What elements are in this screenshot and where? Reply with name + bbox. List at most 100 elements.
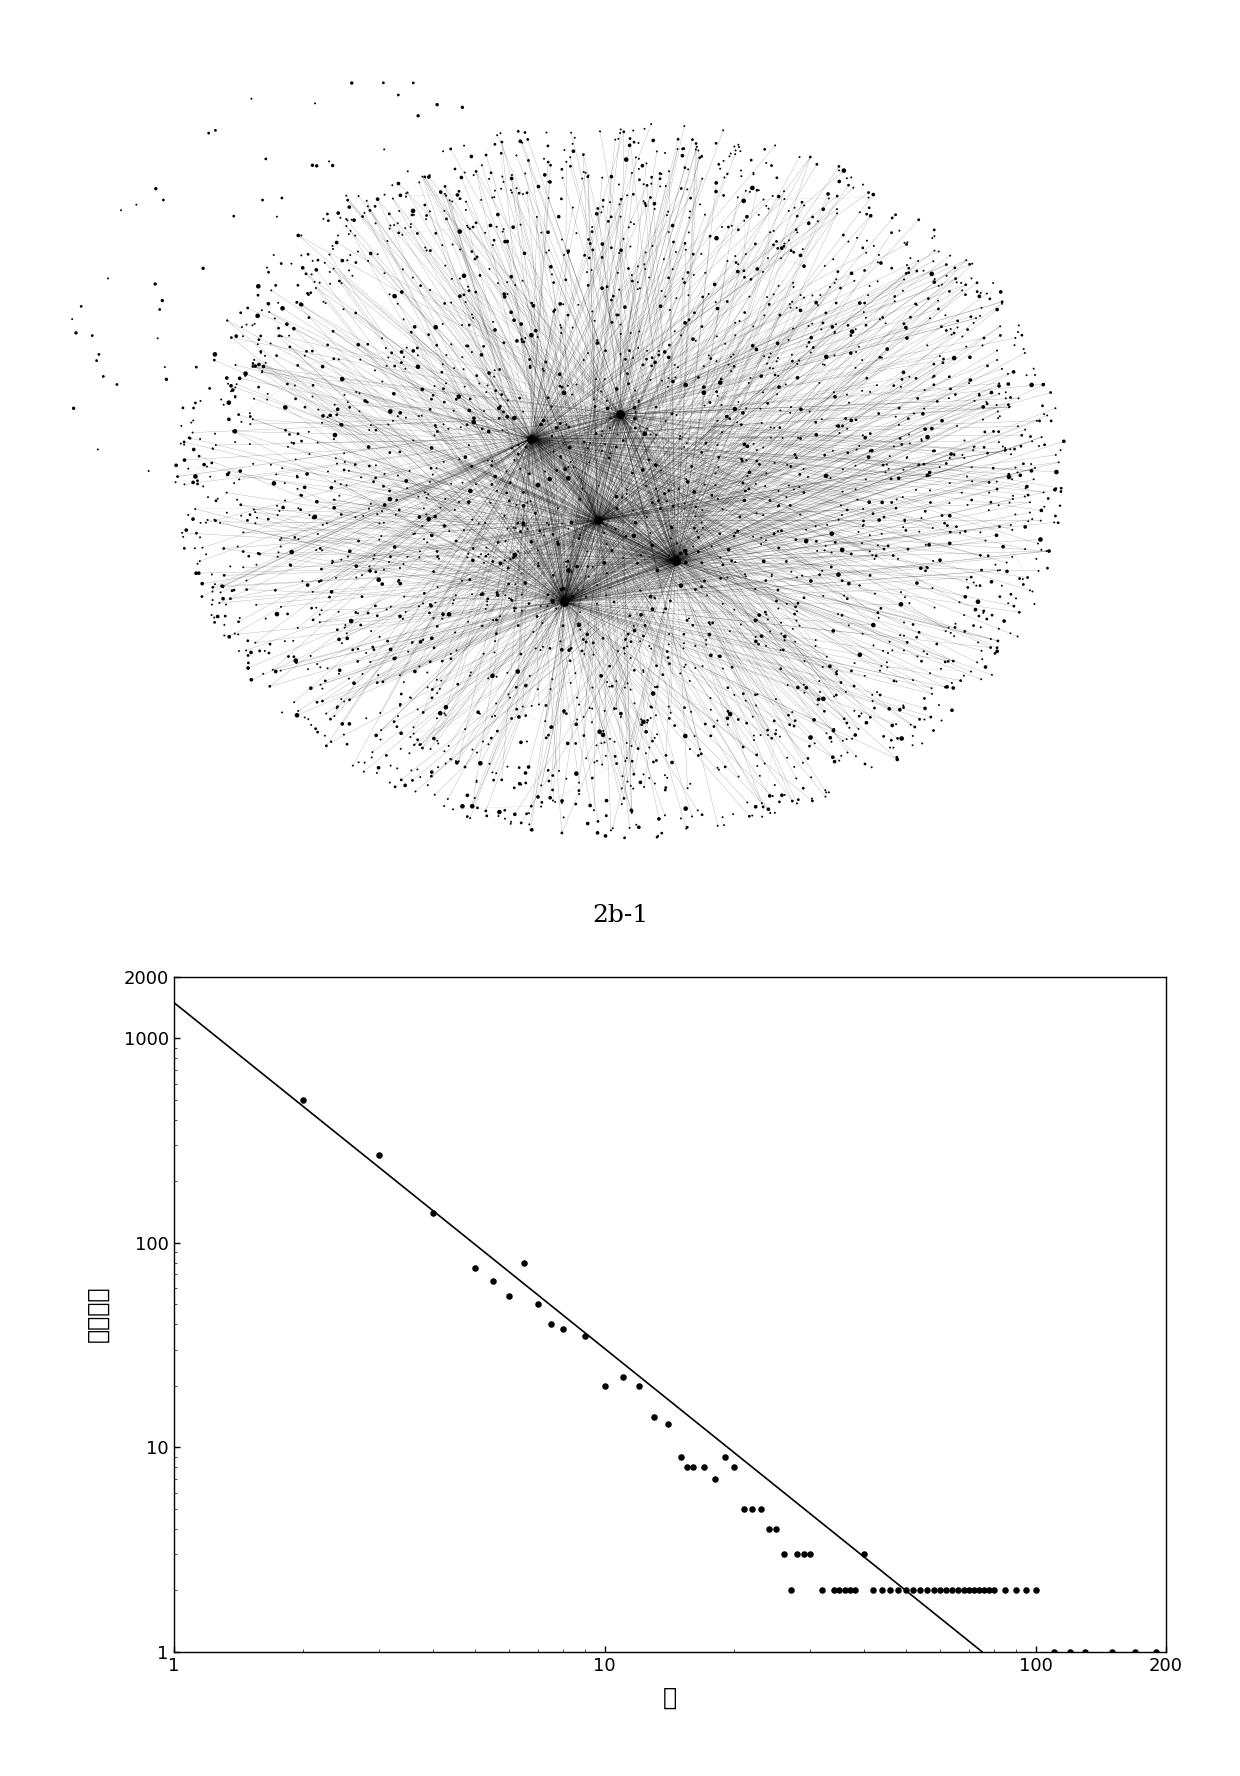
Point xyxy=(746,499,766,527)
Point xyxy=(665,318,684,346)
Point xyxy=(419,504,439,533)
Point xyxy=(600,439,620,467)
Point xyxy=(936,316,956,345)
Point xyxy=(321,705,341,733)
Point xyxy=(697,630,717,659)
Point xyxy=(660,542,680,570)
Point xyxy=(403,712,423,741)
Point xyxy=(481,451,501,480)
Point xyxy=(987,336,1007,364)
Point xyxy=(765,799,785,828)
Point xyxy=(707,378,727,407)
Point xyxy=(867,542,887,570)
Point xyxy=(822,520,842,549)
Point xyxy=(179,455,198,483)
Point xyxy=(804,334,823,362)
Point xyxy=(897,259,916,288)
Point xyxy=(511,211,531,240)
Point xyxy=(827,181,847,210)
Point xyxy=(624,128,644,156)
Point xyxy=(238,648,258,677)
Point xyxy=(776,483,796,511)
Point xyxy=(253,352,273,380)
Point xyxy=(859,520,879,549)
Point xyxy=(925,265,945,293)
Point xyxy=(467,243,487,272)
Point xyxy=(760,414,780,442)
Point xyxy=(543,268,563,297)
Point xyxy=(692,549,712,577)
Point xyxy=(1006,1575,1025,1604)
Point xyxy=(1027,407,1047,435)
Point xyxy=(613,483,632,511)
Point xyxy=(811,314,831,343)
Point xyxy=(854,256,874,284)
Point xyxy=(691,190,711,218)
Point xyxy=(749,630,769,659)
Point xyxy=(839,389,859,417)
Point xyxy=(815,536,835,565)
Point xyxy=(303,247,322,275)
Point xyxy=(924,1575,944,1604)
Point xyxy=(652,277,672,305)
Point xyxy=(206,506,226,535)
Point xyxy=(692,508,712,536)
Point xyxy=(609,170,629,199)
Point xyxy=(874,503,894,531)
Point xyxy=(862,437,882,465)
Point xyxy=(226,382,246,410)
Point xyxy=(405,657,425,686)
Point xyxy=(496,527,516,556)
Point xyxy=(708,407,728,435)
Point xyxy=(879,627,899,655)
Point xyxy=(527,423,547,451)
Point xyxy=(422,684,441,712)
Point xyxy=(993,533,1013,561)
Point xyxy=(959,1575,978,1604)
Point xyxy=(980,284,999,313)
Point xyxy=(567,371,587,400)
Point xyxy=(779,226,799,254)
Point xyxy=(847,435,867,464)
Point xyxy=(304,503,324,531)
Point xyxy=(642,343,662,371)
Point xyxy=(361,240,381,268)
Point xyxy=(324,485,343,513)
Point xyxy=(692,313,712,341)
Point xyxy=(510,769,529,797)
Point xyxy=(658,476,678,504)
Point xyxy=(417,204,436,233)
Point xyxy=(339,542,358,570)
Point xyxy=(293,254,312,282)
Point xyxy=(312,687,332,716)
Point xyxy=(419,599,439,627)
Point xyxy=(622,496,642,524)
Point xyxy=(658,263,678,291)
Point xyxy=(327,394,347,423)
Point xyxy=(709,755,729,783)
Point xyxy=(641,583,661,611)
Point xyxy=(222,577,242,606)
Point xyxy=(374,508,394,536)
Point xyxy=(671,321,691,350)
Point xyxy=(646,392,666,421)
Point xyxy=(593,274,613,302)
Point xyxy=(665,350,684,378)
Point xyxy=(909,451,929,480)
Point xyxy=(647,822,667,851)
Point xyxy=(312,675,332,703)
Point xyxy=(893,513,913,542)
Point xyxy=(180,423,200,451)
Point xyxy=(511,771,531,799)
Point xyxy=(451,163,471,192)
Point xyxy=(228,533,248,561)
Point xyxy=(569,780,589,808)
Point xyxy=(466,208,486,236)
Point xyxy=(610,190,630,218)
Point xyxy=(983,455,1003,483)
Point xyxy=(490,355,510,384)
Point xyxy=(920,659,940,687)
Point xyxy=(795,192,815,220)
Point xyxy=(887,742,906,771)
Point xyxy=(600,725,620,753)
